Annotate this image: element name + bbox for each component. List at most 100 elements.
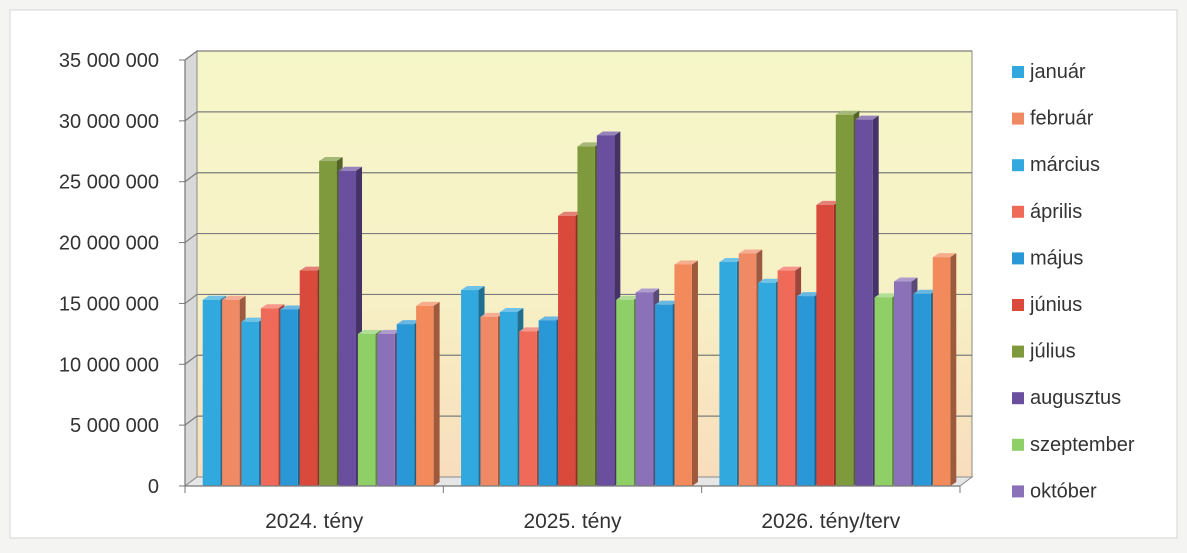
bar-top xyxy=(635,288,660,293)
bar-front xyxy=(357,333,376,486)
bar-side xyxy=(950,253,957,486)
y-tick-label: 20 000 000 xyxy=(59,233,159,255)
bar-front xyxy=(416,305,434,486)
bar-top xyxy=(655,300,679,305)
y-gridline xyxy=(184,354,972,365)
bar-top xyxy=(719,258,743,263)
y-gridline xyxy=(184,415,972,426)
bar-top xyxy=(558,211,582,216)
legend-entry: október xyxy=(1012,480,1097,502)
bar-front xyxy=(558,215,576,486)
bar-top xyxy=(416,301,440,306)
bar-front xyxy=(202,299,221,486)
bar-top xyxy=(338,166,363,171)
legend-swatch xyxy=(1012,438,1024,451)
legend-swatch xyxy=(1012,112,1024,125)
legend-label: március xyxy=(1030,154,1100,176)
bar-top xyxy=(319,157,343,162)
bar-front xyxy=(874,297,893,486)
bar-front xyxy=(738,253,757,486)
bar-top xyxy=(480,312,504,317)
legend-label: július xyxy=(1029,341,1076,363)
y-gridline xyxy=(184,111,972,122)
bar xyxy=(416,301,440,486)
y-tick-label: 0 xyxy=(148,476,159,498)
bar-front xyxy=(719,262,737,486)
bar-top xyxy=(461,286,485,291)
bar-top xyxy=(377,329,401,334)
bar-top xyxy=(202,295,227,300)
bar-front xyxy=(674,264,692,486)
legend-entry: szeptember xyxy=(1012,434,1135,456)
bar-front xyxy=(461,290,479,486)
bar-top xyxy=(616,295,640,300)
bar-front xyxy=(796,296,815,486)
bar-top xyxy=(913,289,937,294)
bar-front xyxy=(913,293,931,486)
bar-front xyxy=(319,161,337,486)
bar-front xyxy=(280,309,298,486)
legend-entry: február xyxy=(1012,108,1094,130)
bar-top xyxy=(855,115,879,120)
legend-swatch xyxy=(1012,252,1024,265)
bar-front xyxy=(655,304,673,486)
x-tick-label: 2026. tény/terv xyxy=(761,510,900,533)
bar-top xyxy=(299,266,324,271)
bar-side xyxy=(691,260,698,486)
bar-top xyxy=(738,249,763,254)
bar-top xyxy=(777,266,802,271)
bar-top xyxy=(499,307,524,312)
y-tick-label: 5 000 000 xyxy=(70,415,159,437)
y-tick-label: 35 000 000 xyxy=(59,50,159,72)
bar-front xyxy=(835,114,854,487)
bar-top xyxy=(538,316,563,321)
bar-top xyxy=(796,292,821,297)
bar-front xyxy=(616,299,634,486)
bar-front xyxy=(855,119,873,486)
x-tick-label: 2024. tény xyxy=(265,510,364,533)
legend-entry: március xyxy=(1012,154,1100,176)
bar-front xyxy=(893,281,912,486)
y-tick-label: 10 000 000 xyxy=(59,354,159,376)
bar-front xyxy=(816,204,834,486)
bar-front xyxy=(777,270,796,486)
x-tick-label: 2025. tény xyxy=(523,510,622,533)
bar-top xyxy=(835,110,860,115)
y-gridline xyxy=(184,172,972,183)
bar-top xyxy=(280,305,304,310)
y-gridline xyxy=(184,293,972,304)
legend-label: január xyxy=(1029,61,1086,83)
bar xyxy=(674,260,698,486)
legend-entry: július xyxy=(1012,341,1076,363)
y-tick-label: 15 000 000 xyxy=(59,293,159,315)
y-gridline xyxy=(184,50,972,61)
legend-entry: április xyxy=(1012,201,1082,223)
bar-front xyxy=(596,135,615,486)
bar-front xyxy=(260,308,279,486)
legend-label: október xyxy=(1030,480,1097,502)
bar-top xyxy=(241,317,266,322)
legend-entry: május xyxy=(1012,247,1083,269)
legend-swatch xyxy=(1012,485,1024,498)
bar-front xyxy=(222,299,240,486)
bar-front xyxy=(396,324,415,486)
y-gridline xyxy=(184,232,972,244)
bar-top xyxy=(893,277,918,282)
bar-top xyxy=(596,131,621,136)
y-tick-label: 30 000 000 xyxy=(59,111,159,133)
bar-front xyxy=(758,282,776,486)
y-tick-label: 25 000 000 xyxy=(59,172,159,194)
bar-side xyxy=(433,301,440,486)
bar-front xyxy=(577,146,595,486)
legend-label: február xyxy=(1030,108,1094,130)
bar-front xyxy=(538,320,557,486)
bar-top xyxy=(222,295,246,300)
legend-swatch xyxy=(1012,159,1024,172)
legend-swatch xyxy=(1012,205,1024,218)
bar-front xyxy=(299,270,318,486)
legend-swatch xyxy=(1012,392,1024,405)
bar-front xyxy=(338,170,357,486)
bar-top xyxy=(519,327,543,332)
